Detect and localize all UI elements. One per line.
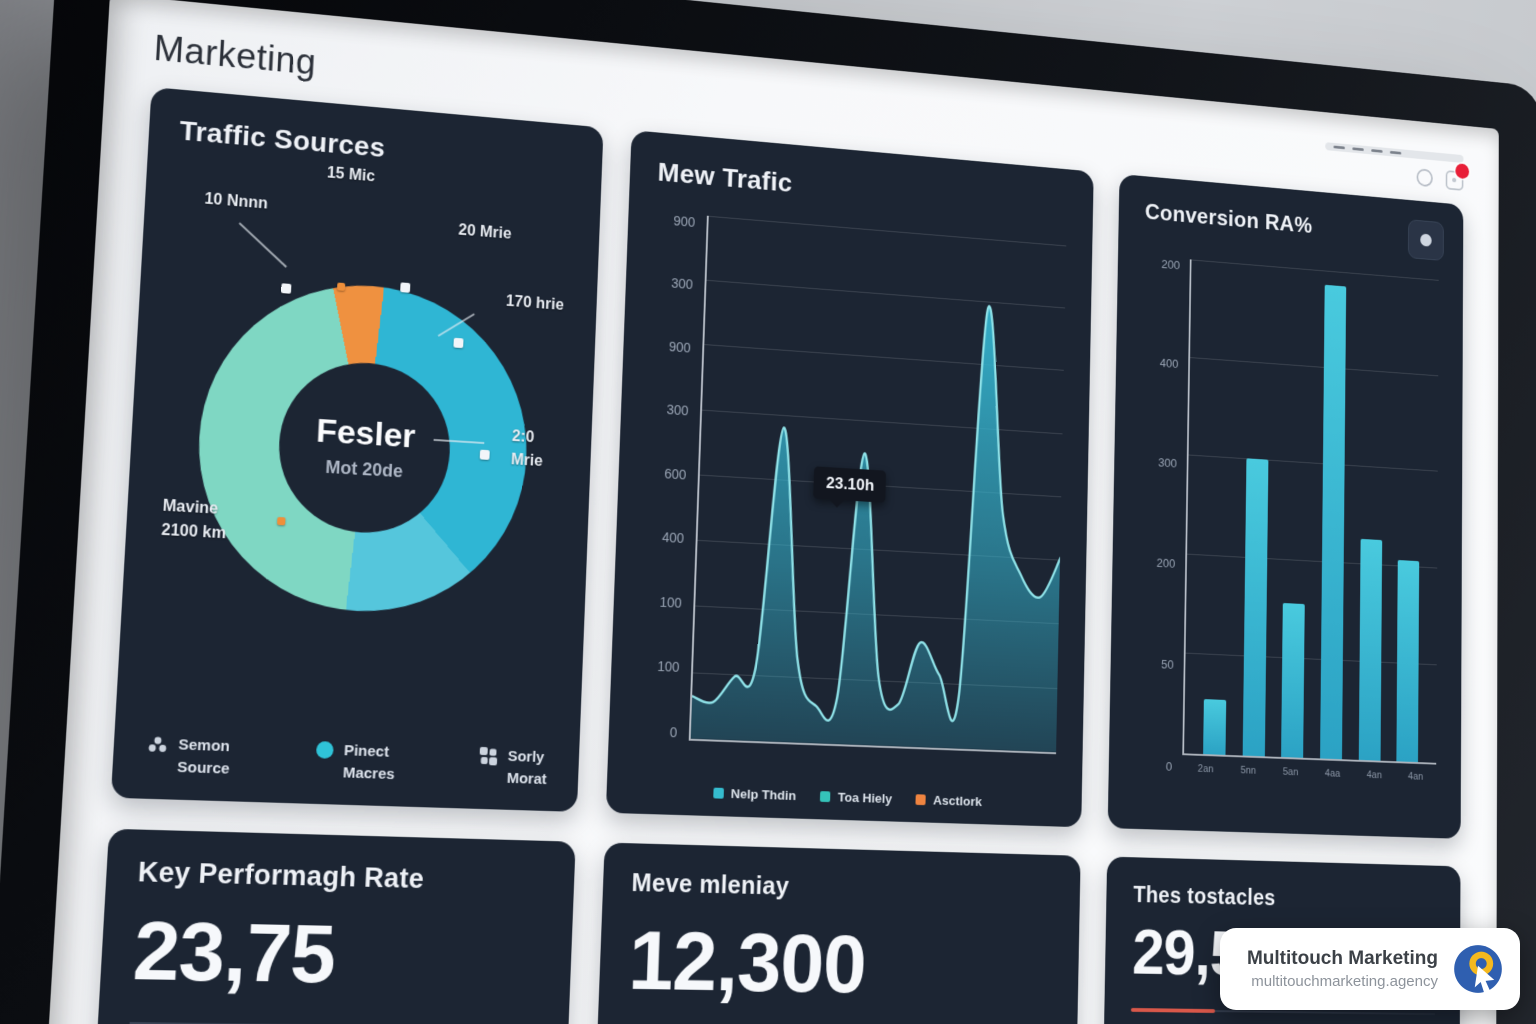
watermark-name: Multitouch Marketing [1246, 948, 1438, 969]
donut-chart: Fesler Mot 20de 10 Nnnn 15 Mic 20 Mrie 170 … [148, 154, 572, 706]
chart-legend: Nelp Thdin Toa Hiely Asctlork [606, 782, 1082, 812]
donut-label: 170 hrie [505, 292, 565, 314]
bar [1358, 538, 1382, 761]
donut-label: 15 Mic [326, 164, 376, 185]
y-axis: 200 400 300 200 50 0 [1156, 257, 1180, 774]
bar [1242, 458, 1269, 757]
plot-area: 23.10h [688, 215, 1067, 755]
bar [1281, 603, 1306, 758]
donut-marker [400, 281, 411, 293]
bar [1320, 284, 1347, 760]
legend-swatch [712, 787, 724, 799]
donut-marker [280, 283, 292, 294]
card-traffic-sources: Traffic Sources Fesler Mot 20de 10 Nnnn 1… [110, 87, 604, 812]
card-new-leads: Meve mleniay 12,300 Cost-per-Acquiation … [581, 842, 1081, 1024]
bar [1396, 560, 1420, 762]
bars [1184, 260, 1438, 763]
donut-label: 10 Nnnn [203, 190, 269, 213]
callout-line [239, 222, 288, 269]
dashboard-grid: Traffic Sources Fesler Mot 20de 10 Nnnn 1… [73, 87, 1464, 1024]
accent-bar [1131, 1007, 1215, 1013]
legend-item[interactable]: Toa Hiely [820, 789, 892, 806]
chart-tooltip: 23.10h [813, 465, 887, 508]
area-chart: 900 300 900 300 600 400 100 100 0 23.10h [637, 212, 1067, 755]
donut-legend: Semon Source Pinect Macres Sorly Morat [139, 733, 554, 791]
card-key-performance: Key Performagh Rate 23,75 Click thougiat… [73, 828, 576, 1024]
kpi-value: 23,75 [131, 903, 338, 1000]
legend-item[interactable]: Nelp Thdin [712, 785, 796, 803]
card-conversion-rate: Conversion RA% 200 400 300 200 50 0 2an 5nn 5an… [1108, 174, 1464, 839]
donut-label: 2:0 Mrie [510, 428, 543, 470]
legend-swatch [915, 794, 927, 806]
expand-button[interactable] [1407, 219, 1444, 261]
legend-item[interactable]: Asctlork [915, 792, 982, 809]
legend-item[interactable]: Sorly Morat [478, 745, 548, 791]
watermark-url: multitouchmarketing.agency [1251, 973, 1438, 990]
squares-icon [479, 747, 497, 766]
card-title: Mew Trafic [657, 156, 793, 198]
card-new-traffic: Mew Trafic 900 300 900 300 600 400 100 100 0 23.… [605, 130, 1095, 828]
bar-chart: 200 400 300 200 50 0 2an 5nn 5an 4aa 4an 4an [1135, 256, 1439, 783]
legend-item[interactable]: Semon Source [145, 733, 231, 780]
watermark-card: Multitouch Marketing multitouchmarketing… [1220, 928, 1520, 1010]
card-title: Thes tostacles [1133, 881, 1276, 910]
legend-swatch [820, 790, 831, 802]
donut-marker [479, 449, 490, 460]
legend-dot [316, 741, 335, 760]
legend-item[interactable]: Pinect Macres [315, 739, 396, 786]
donut-marker [337, 282, 346, 291]
agency-logo-icon [1454, 945, 1502, 993]
card-title: Meve mleniay [631, 868, 790, 901]
card-title: Conversion RA% [1144, 199, 1313, 239]
kpi-value: 12,300 [627, 912, 867, 1010]
plot-area [1182, 259, 1439, 765]
page-title: Marketing [152, 27, 318, 83]
bar [1203, 698, 1227, 755]
donut-label: 20 Mrie [458, 221, 512, 243]
browser-strip [1325, 142, 1464, 164]
card-title: Key Performagh Rate [137, 856, 425, 894]
user-circle-icon[interactable] [1416, 168, 1433, 188]
dashboard-screen: Marketing Traffic Sources [21, 0, 1499, 1024]
notification-badge [1455, 163, 1470, 180]
donut-marker [453, 337, 464, 349]
people-cluster-icon [148, 737, 167, 753]
donut-marker [276, 516, 286, 526]
donut-label: Mavine 2100 km [160, 497, 227, 543]
y-axis: 900 300 900 300 600 400 100 100 0 [657, 212, 696, 740]
